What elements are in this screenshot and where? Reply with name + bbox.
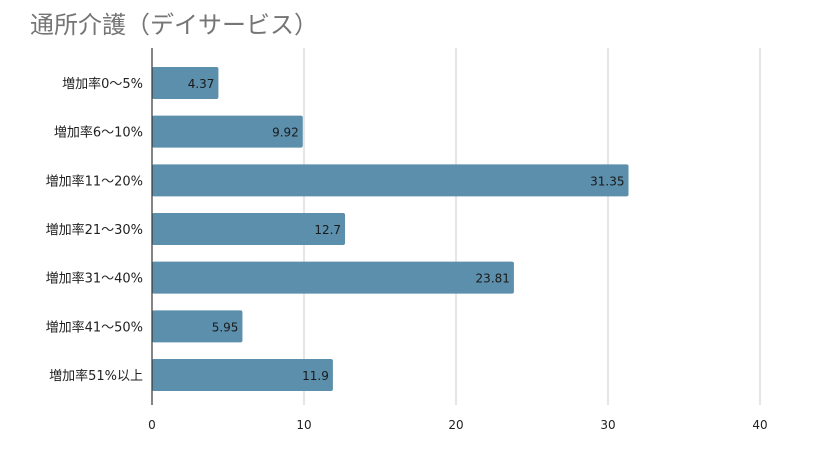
category-label: 増加率21〜30% [46,222,143,238]
bar-value-label: 11.9 [302,369,329,383]
chart-title: 通所介護（デイサービス） [30,11,318,39]
x-tick-label: 40 [752,418,767,432]
bar [152,310,243,343]
x-tick-label: 10 [296,418,311,432]
bar-value-label: 23.81 [476,272,510,286]
bar-value-label: 12.7 [314,223,341,237]
bar [152,115,303,148]
category-label: 増加率11〜20% [46,173,143,189]
bar [152,164,629,197]
bar-value-label: 5.95 [212,320,239,334]
category-label: 増加率6〜10% [54,125,143,141]
x-tick-label: 30 [600,418,615,432]
bar [152,213,346,246]
bar [152,261,514,294]
bar [152,67,219,99]
bar-value-label: 4.37 [188,77,215,91]
bar [152,359,333,392]
bar-value-label: 31.35 [590,174,624,188]
category-label: 増加率41〜50% [46,319,143,335]
bar-value-label: 9.92 [272,126,299,140]
category-label: 増加率0〜5% [62,76,143,92]
x-tick-label: 0 [148,418,156,432]
x-tick-label: 20 [448,418,463,432]
category-label: 増加率51%以上 [49,368,143,384]
category-label: 増加率31〜40% [46,271,143,287]
